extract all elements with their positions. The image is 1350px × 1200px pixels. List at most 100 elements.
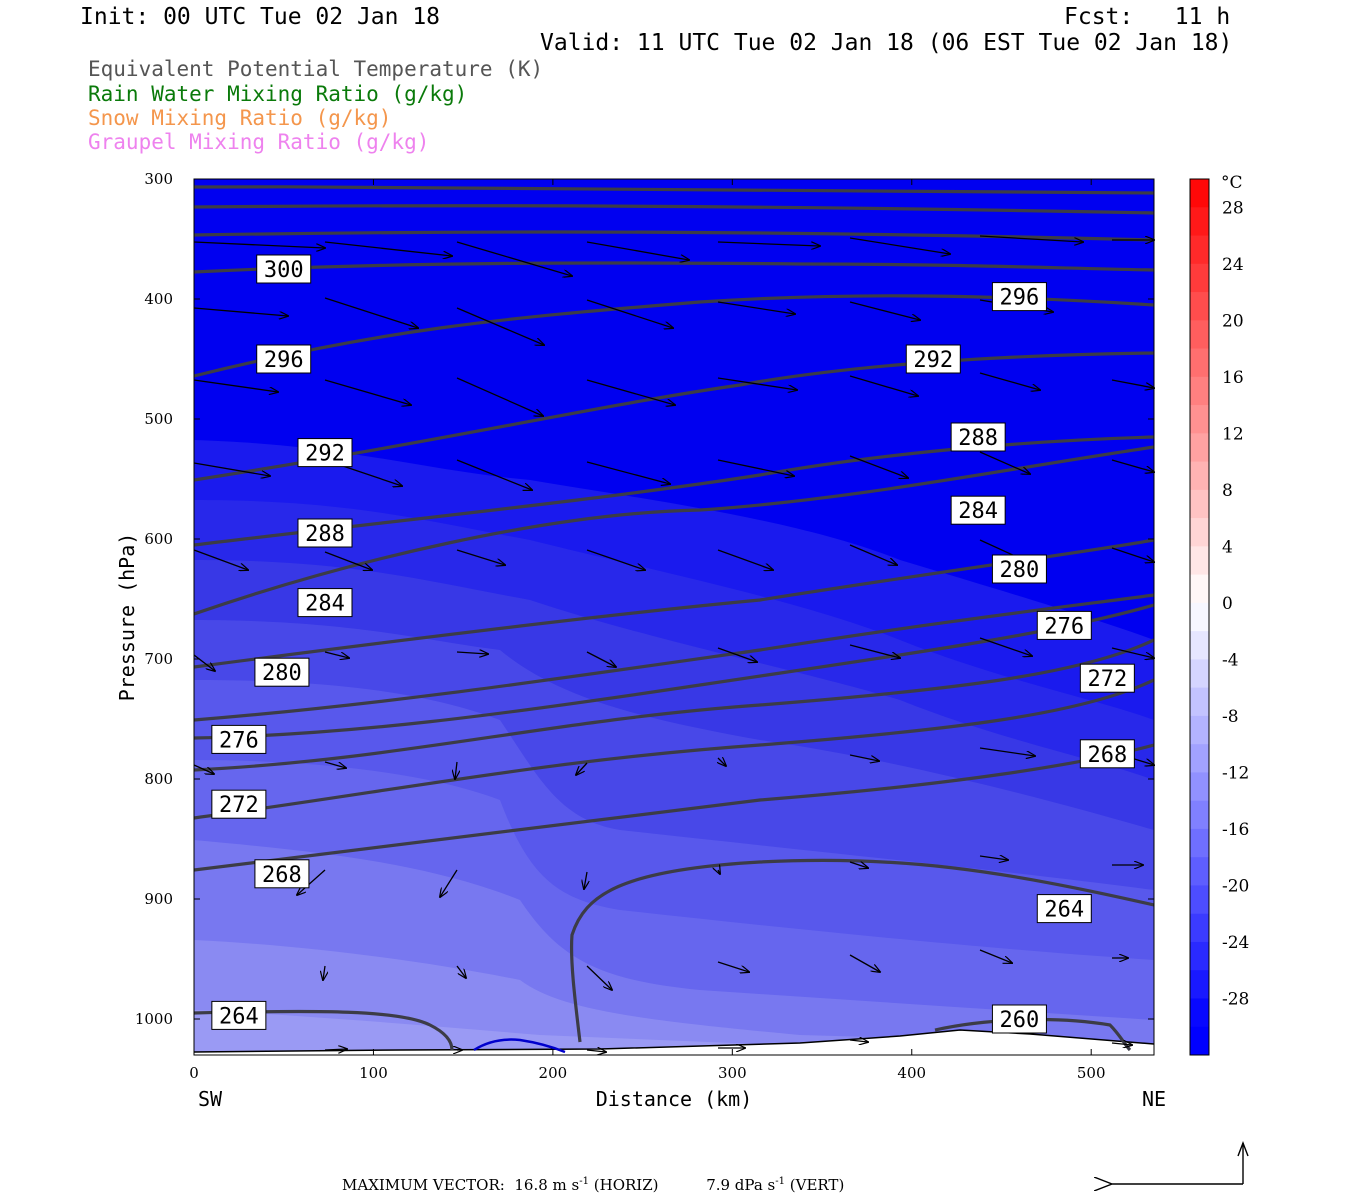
temperature-fill [194,179,1154,1055]
contour-label: 276 [219,728,259,753]
contour-label-box [254,859,310,889]
y-tick-label: 600 [144,530,173,548]
colorbar-frame [1189,178,1210,1056]
colorbar-swatch [1190,546,1209,576]
contour-label-box [1079,663,1135,693]
colorbar-label: 0 [1222,594,1233,614]
contour-label: 260 [1000,1008,1040,1033]
colorbar-label: -12 [1222,763,1249,783]
max-vert-tag: (VERT) [785,1176,845,1194]
colorbar-swatch [1190,800,1209,830]
contour-label: 284 [305,592,345,617]
legend-theta-e: Equivalent Potential Temperature (K) [88,57,544,81]
y-axis-title: Pressure (hPa) [115,533,139,702]
contour-label-box [950,495,1006,525]
colorbar-label: -20 [1222,876,1249,896]
colorbar-swatch [1190,433,1209,463]
colorbar-label: 28 [1222,198,1244,218]
colorbar-label: 20 [1222,311,1244,331]
x-tick-label: 400 [897,1064,926,1082]
x-axis-title: Distance (km) [596,1087,753,1111]
wind-vectors [193,235,1154,1052]
colorbar-swatch [1190,376,1209,406]
colorbar-label: -16 [1222,820,1249,840]
colorbar-swatch [1190,574,1209,604]
contour-label: 280 [1000,558,1040,583]
contour-label: 264 [1044,898,1084,923]
contour-label-box [297,518,353,548]
colorbar-swatch [1190,179,1209,208]
contour-label-box [991,554,1047,584]
x-tick-label: 500 [1077,1064,1106,1082]
x-tick-label: 300 [718,1064,747,1082]
contour-label: 268 [262,863,302,888]
contour-label-box [297,588,353,618]
contour-label-box [1036,610,1092,640]
y-tick-label: 1000 [135,1010,173,1028]
contour-label-box [297,438,353,468]
colorbar-swatch [1190,348,1209,378]
colorbar-swatch [1190,631,1209,660]
x-tick-label: 100 [359,1064,388,1082]
x-axis-right-label: NE [1142,1087,1166,1111]
colorbar-label: 24 [1222,255,1244,275]
contour-label: 288 [958,426,998,451]
reference-vector-icon [1112,1141,1249,1184]
max-horiz-tag: (HORIZ) [589,1176,659,1194]
contour-label-box [211,1000,267,1030]
x-axis-left-label: SW [198,1087,223,1111]
colorbar-swatch [1190,489,1209,519]
colorbar-swatch [1190,970,1209,999]
y-tick-label: 300 [144,170,173,188]
colorbar-swatch [1190,913,1209,943]
forecast-hour: Fcst: 11 h [1064,4,1231,30]
contour-label: 288 [305,522,345,547]
colorbar-swatch [1190,941,1209,971]
contour-label-box [991,282,1047,312]
y-tick-label: 700 [144,650,173,668]
contour-label: 272 [219,793,259,818]
colorbar-swatch [1190,602,1209,632]
colorbar-label: 12 [1222,424,1244,444]
colorbar-swatch [1190,828,1209,858]
valid-time: Valid: 11 UTC Tue 02 Jan 18 (06 EST Tue … [540,30,1233,56]
contour-label-box [256,254,312,284]
colorbar-swatch [1190,772,1209,802]
max-vector-footer: MAXIMUM VECTOR: 16.8 m s-1 (HORIZ) 7.9 d… [342,1176,844,1194]
y-tick-label: 500 [144,410,173,428]
colorbar-swatch [1190,744,1209,773]
y-tick-label: 900 [144,890,173,908]
contour-label: 276 [1044,614,1084,639]
colorbar-swatch [1190,207,1209,237]
colorbar-swatch [1190,998,1209,1028]
y-tick-label: 400 [144,290,173,308]
contour-label-box [211,724,267,754]
colorbar-swatch [1190,292,1209,321]
contour-label: 296 [264,348,304,373]
contour-label: 280 [262,661,302,686]
contour-label: 292 [305,442,345,467]
contour-label: 292 [913,348,953,373]
colorbar-swatch [1190,1026,1209,1056]
colorbar-unit: °C [1221,173,1243,193]
colorbar-label: -8 [1222,707,1239,727]
colorbar-label: 4 [1222,537,1233,557]
contour-label-box [256,344,312,374]
contour-label-box [991,1004,1047,1034]
max-vector-label: MAXIMUM VECTOR: [342,1176,505,1194]
max-horiz-value: 16.8 m s [514,1176,580,1194]
colorbar-swatch [1190,320,1209,350]
contour-label: 284 [958,499,998,524]
colorbar-swatch [1190,461,1209,491]
contour-label-box [905,344,961,374]
contour-label-box [950,422,1006,452]
colorbar-swatch [1190,518,1209,547]
colorbar-label: 8 [1222,481,1233,501]
colorbar-swatch [1190,235,1209,265]
colorbar-swatch [1190,659,1209,689]
colorbar-swatch [1190,263,1209,293]
contour-label-box [1079,739,1135,769]
colorbar-swatch [1190,857,1209,886]
legend-snow: Snow Mixing Ratio (g/kg) [88,106,392,130]
